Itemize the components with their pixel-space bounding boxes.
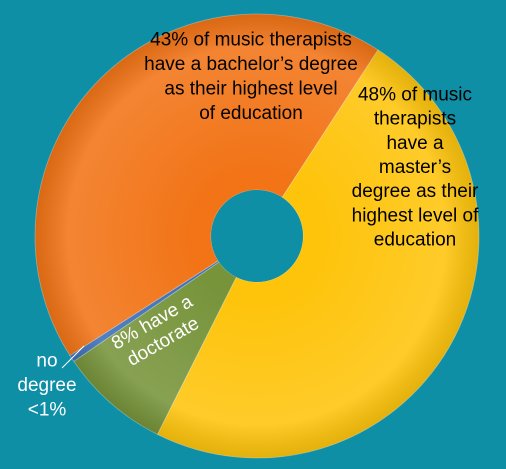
slice-label-bachelor-s-degree: 43% of music therapists have a bachelor’s…	[144, 29, 358, 124]
no-degree-leader-line	[61, 345, 85, 369]
donut-hole	[211, 190, 303, 282]
slice-label-master-s-degree: 48% of music therapists have a master’s degr…	[352, 84, 479, 250]
slice-label-no-degree: no degree <1%	[17, 351, 76, 421]
